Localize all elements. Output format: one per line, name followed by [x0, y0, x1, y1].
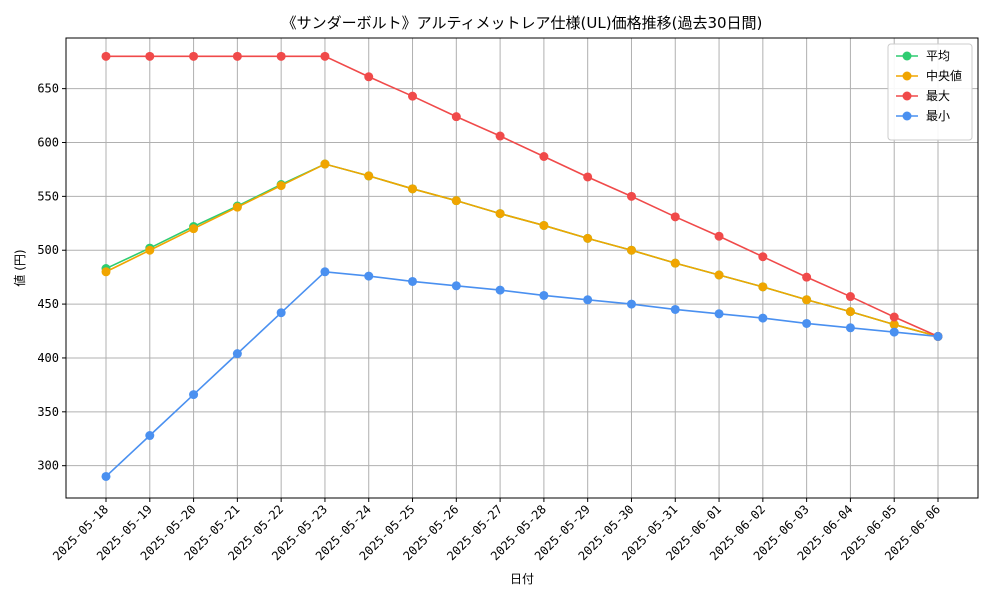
series-line: [105, 163, 939, 338]
data-point: [845, 307, 855, 317]
legend-item: 最大: [896, 89, 950, 103]
chart-title: 《サンダーボルト》アルティメットレア仕様(UL)価格推移(過去30日間): [282, 14, 763, 32]
legend-label: 中央値: [926, 68, 962, 83]
data-point: [320, 51, 330, 61]
data-point: [101, 267, 111, 277]
data-point: [276, 181, 286, 191]
data-point: [758, 252, 768, 262]
data-point: [364, 171, 374, 181]
x-axis-title: 日付: [510, 572, 534, 586]
data-point: [495, 285, 505, 295]
data-point: [101, 51, 111, 61]
legend-swatch-marker: [902, 71, 912, 81]
data-point: [189, 390, 199, 400]
data-point: [670, 212, 680, 222]
series-line: [106, 55, 939, 338]
data-point: [101, 471, 111, 481]
data-point: [670, 304, 680, 314]
x-axis: 2025-05-182025-05-192025-05-202025-05-21…: [50, 498, 943, 563]
data-point: [802, 272, 812, 282]
series-lines: [101, 51, 943, 481]
data-point: [626, 299, 636, 309]
data-point: [802, 295, 812, 305]
data-point: [408, 91, 418, 101]
y-tick-label: 650: [37, 82, 59, 96]
data-point: [889, 312, 899, 322]
data-point: [670, 258, 680, 268]
data-point: [539, 220, 549, 230]
legend-item: 最小: [896, 109, 950, 123]
data-point: [451, 196, 461, 206]
y-axis: 300 350 400 450 500 550 600 650: [37, 82, 66, 473]
data-point: [408, 184, 418, 194]
y-tick-label: 450: [37, 297, 59, 311]
data-point: [451, 112, 461, 122]
data-point: [145, 245, 155, 255]
data-point: [583, 172, 593, 182]
data-point: [145, 431, 155, 441]
data-point: [845, 292, 855, 302]
data-point: [364, 271, 374, 281]
data-point: [189, 224, 199, 234]
data-point: [408, 276, 418, 286]
data-point: [889, 320, 899, 330]
data-point: [364, 72, 374, 82]
y-tick-label: 600: [37, 135, 59, 149]
series-line: [105, 270, 939, 478]
data-point: [539, 152, 549, 162]
data-point: [845, 323, 855, 333]
data-point: [232, 51, 242, 61]
data-point: [758, 313, 768, 323]
data-point: [276, 308, 286, 318]
data-point: [714, 309, 724, 319]
series-中央値: [101, 159, 943, 341]
data-point: [933, 331, 943, 341]
data-point: [495, 131, 505, 141]
legend-swatch-marker: [902, 51, 912, 61]
data-point: [276, 51, 286, 61]
legend-swatch-marker: [902, 111, 912, 121]
data-point: [539, 290, 549, 300]
data-point: [714, 270, 724, 280]
data-point: [583, 295, 593, 305]
legend-item: 中央値: [896, 68, 962, 83]
legend-label: 平均: [926, 49, 950, 63]
data-point: [320, 159, 330, 169]
data-point: [145, 51, 155, 61]
plot-area: [66, 38, 978, 498]
data-point: [232, 349, 242, 359]
y-tick-label: 350: [37, 405, 59, 419]
legend-item: 平均: [896, 49, 950, 63]
legend-label: 最小: [926, 109, 950, 123]
series-最小: [101, 267, 943, 481]
y-tick-label: 300: [37, 459, 59, 473]
data-point: [758, 282, 768, 292]
data-point: [451, 281, 461, 291]
y-tick-label: 500: [37, 243, 59, 257]
y-tick-label: 400: [37, 351, 59, 365]
plot-frame: [65, 37, 979, 499]
y-axis-title: 値 (円): [12, 249, 27, 286]
data-point: [802, 318, 812, 328]
data-point: [495, 209, 505, 219]
data-point: [626, 191, 636, 201]
data-point: [583, 233, 593, 243]
data-point: [889, 327, 899, 337]
legend-label: 最大: [926, 89, 950, 103]
y-tick-label: 550: [37, 189, 59, 203]
data-point: [626, 245, 636, 255]
data-point: [320, 267, 330, 277]
data-point: [714, 231, 724, 241]
legend-swatch-marker: [902, 91, 912, 101]
data-point: [189, 51, 199, 61]
data-point: [232, 202, 242, 212]
series-最大: [101, 51, 943, 341]
